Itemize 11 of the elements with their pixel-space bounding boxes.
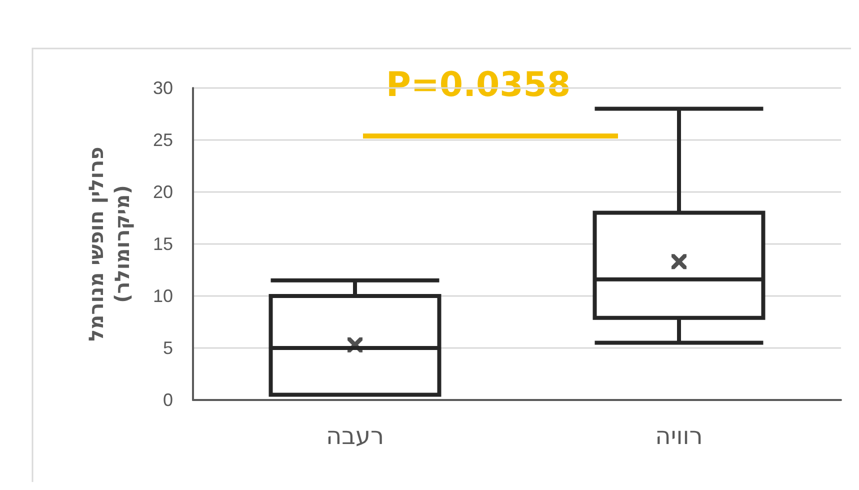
y-tick-label: 0: [162, 390, 173, 410]
y-tick-label: 20: [152, 182, 173, 202]
annotation: P=0.0358: [386, 65, 571, 105]
x-tick-label: רעבה: [326, 422, 384, 450]
x-tick-label: רוויה: [655, 422, 703, 450]
y-axis-title: פרולין חופשי מנורמל (מיקרומולר): [84, 146, 134, 342]
y-tick-label: 15: [152, 234, 173, 254]
y-tick-label: 10: [152, 286, 173, 306]
y-tick-label: 5: [162, 338, 173, 358]
y-tick-label: 25: [152, 130, 173, 150]
y-tick-label: 30: [152, 78, 173, 98]
